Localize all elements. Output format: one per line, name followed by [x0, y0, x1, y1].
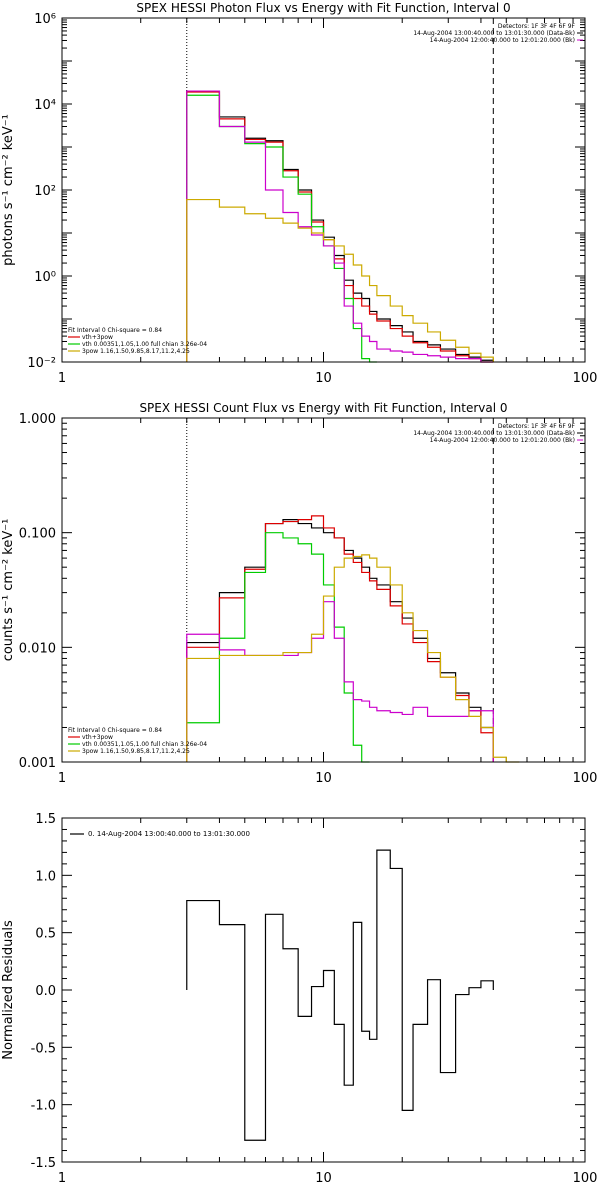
series-4-line [186, 601, 494, 762]
legend-top-entry: 14-Aug-2004 12:00:40.000 to 12:01:20.000… [430, 37, 575, 44]
x-tick-label: 10 [315, 771, 332, 786]
legend-bottom-entry: 3pow 1.16,1.50,9.85,8.17,11.2,4.25 [82, 748, 190, 755]
series-5-line [186, 198, 494, 362]
y-tick-label: -0.5 [31, 1041, 56, 1056]
y-tick-label: 0.5 [35, 927, 56, 942]
y-tick-label: 0.010 [19, 641, 56, 656]
legend-top-entry: Detectors: 1F 3F 4F 6F 9F [498, 423, 576, 430]
x-tick-label: 100 [573, 771, 598, 786]
y-tick-label: 0.001 [19, 756, 56, 771]
legend-bottom-entry: vth 0.00351,1.05,1.00 full chian 3.26e-0… [82, 341, 207, 348]
x-tick-label: 10 [315, 1171, 332, 1186]
chart-panel-3: Normalized Residuals 1 10 100 -1.5 -1.0 -0.5 0.… [1, 812, 597, 1186]
legend-entry: 0. 14-Aug-2004 13:00:40.000 to 13:01:30.… [88, 830, 250, 838]
legend-bottom-entry: Fit Interval 0 Chi-square = 0.84 [68, 327, 162, 334]
x-tick-label: 1 [58, 371, 66, 386]
series-1-line [186, 849, 494, 1141]
y-tick-label: 1.0 [35, 869, 56, 884]
legend-top-entry: 14-Aug-2004 13:00:40.000 to 13:01:30.000… [413, 430, 575, 437]
legend-bottom-entry: vth 0.00351,1.05,1.00 full chian 3.26e-0… [82, 741, 207, 748]
x-tick-label: 10 [315, 371, 332, 386]
y-tick-label: 10⁴ [34, 98, 56, 113]
y-tick-label: 10⁻² [27, 356, 56, 371]
series-3-line [186, 94, 377, 363]
y-tick-label: 10⁰ [34, 270, 56, 285]
y-tick-label: -1.5 [31, 1156, 56, 1171]
series-1-line [186, 519, 494, 762]
plot-frame [61, 817, 586, 1163]
x-tick-label: 100 [573, 1171, 598, 1186]
legend-bottom-entry: Fit Interval 0 Chi-square = 0.84 [68, 727, 162, 734]
legend-bottom-entry: vth+3pow [82, 734, 113, 741]
y-tick-label: 10² [34, 184, 56, 199]
y-tick-label: 1.5 [35, 812, 56, 827]
legend-top-entry: 14-Aug-2004 13:00:40.000 to 13:01:30.000… [413, 30, 575, 37]
plot-frame [61, 17, 586, 363]
chart-panel-1: SPEX HESSI Photon Flux vs Energy with Fi… [1, 1, 597, 386]
y-tick-label: 1.000 [19, 412, 56, 427]
x-tick-label: 1 [58, 771, 66, 786]
plot-frame [61, 417, 586, 763]
x-tick-label: 100 [573, 371, 598, 386]
y-axis-label: counts s⁻¹ cm⁻² keV⁻¹ [1, 519, 16, 662]
series-4-line [186, 90, 494, 363]
series-2-line [186, 515, 494, 762]
series-1-line [186, 90, 494, 362]
y-tick-label: 0.100 [19, 527, 56, 542]
y-axis-label: photons s⁻¹ cm⁻² keV⁻¹ [1, 114, 16, 266]
series-5-line [186, 554, 520, 763]
legend-bottom-entry: 3pow 1.16,1.50,9.85,8.17,11.2,4.25 [82, 348, 190, 355]
legend-top-entry: 14-Aug-2004 12:00:40.000 to 12:01:20.000… [430, 437, 575, 444]
chart-title: SPEX HESSI Count Flux vs Energy with Fit… [139, 401, 507, 415]
y-tick-label: -1.0 [31, 1099, 56, 1114]
y-tick-label: 10⁶ [34, 12, 56, 27]
series-2-line [186, 91, 494, 363]
chart-panel-2: SPEX HESSI Count Flux vs Energy with Fit… [1, 401, 597, 786]
legend-top-entry: Detectors: 1F 3F 4F 6F 9F [498, 23, 576, 30]
y-axis-label: Normalized Residuals [1, 920, 16, 1060]
y-tick-label: 0.0 [35, 984, 56, 999]
x-tick-label: 1 [58, 1171, 66, 1186]
legend-bottom-entry: vth+3pow [82, 334, 113, 341]
chart-title: SPEX HESSI Photon Flux vs Energy with Fi… [136, 1, 510, 15]
